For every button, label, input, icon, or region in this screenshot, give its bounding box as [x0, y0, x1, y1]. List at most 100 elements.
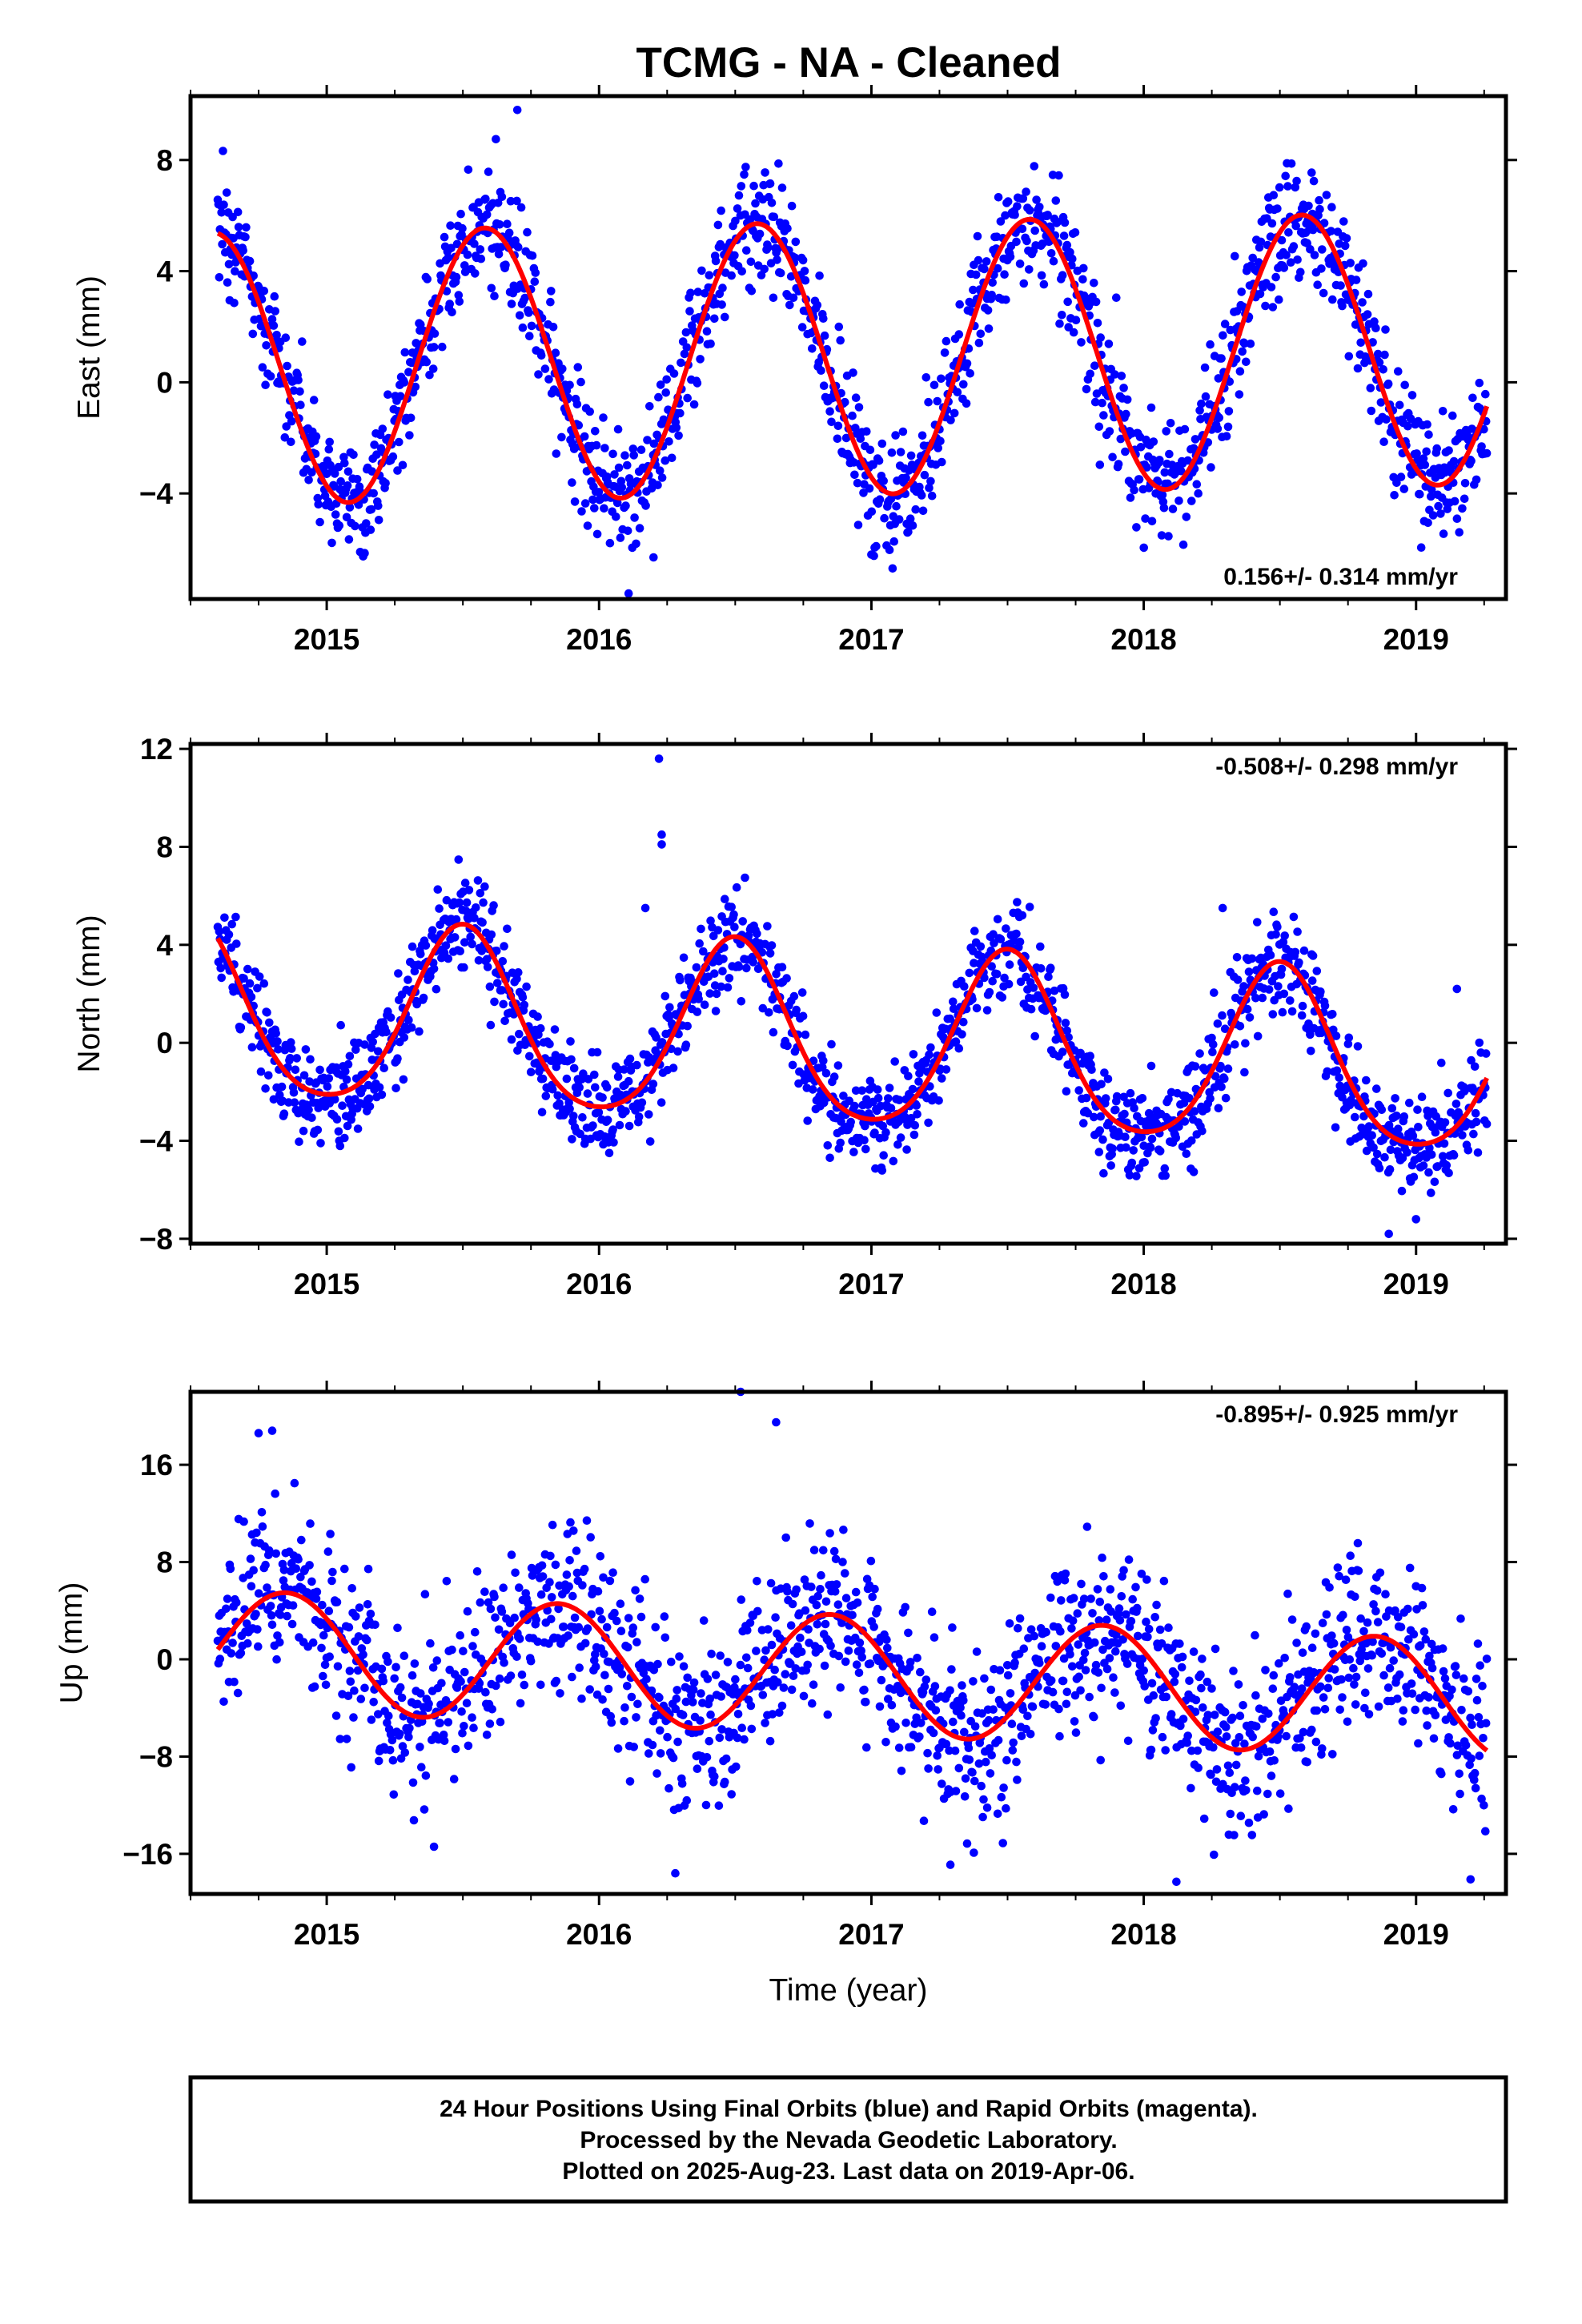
east-point-1032 [1039, 279, 1049, 289]
up-point-940 [977, 1781, 986, 1791]
east-point-870 [908, 521, 917, 530]
north-point-423 [545, 1039, 554, 1049]
north-point-1419 [1351, 1112, 1359, 1122]
north-point-896 [926, 1043, 935, 1052]
east-point-818 [865, 445, 875, 455]
north-point-1517 [1427, 1188, 1435, 1197]
east-point-1292 [1246, 340, 1255, 348]
north-point-91 [287, 1038, 295, 1047]
north-point-875 [910, 1120, 920, 1130]
up-point-609 [714, 1801, 724, 1810]
east-point-143 [327, 538, 336, 548]
up-point-561 [675, 1652, 684, 1661]
east-point-890 [924, 397, 933, 407]
up-point-390 [536, 1680, 545, 1690]
north-point-1167 [1146, 1143, 1155, 1152]
up-point-796 [862, 1574, 872, 1584]
north-point-1391 [1328, 1010, 1337, 1019]
east-point-86 [283, 361, 291, 371]
north-point-536 [634, 1112, 644, 1121]
up-point-146 [332, 1598, 342, 1606]
up-point-158 [342, 1735, 351, 1743]
north-point-1272 [1233, 975, 1243, 984]
up-point-1442 [1379, 1671, 1388, 1680]
up-point-1233 [1211, 1644, 1220, 1654]
east-point-353 [495, 220, 504, 229]
up-point-204 [379, 1676, 388, 1686]
east-point-197 [370, 440, 379, 449]
east-point-1343 [1286, 258, 1295, 267]
north-point-720 [788, 1060, 797, 1070]
north-point-36 [243, 964, 252, 974]
up-point-1525 [1446, 1739, 1455, 1748]
north-point-116 [307, 1113, 316, 1122]
east-point-1019 [1030, 162, 1039, 171]
up-point-542 [660, 1612, 669, 1621]
up-point-1179 [1166, 1710, 1176, 1719]
up-point-448 [583, 1624, 592, 1633]
up-point-1283 [1252, 1722, 1261, 1731]
up-point-1408 [1351, 1672, 1361, 1682]
up-point-836 [894, 1743, 904, 1752]
east-point-387 [523, 227, 532, 237]
up-point-739 [817, 1570, 825, 1580]
north-point-770 [829, 1072, 839, 1081]
up-point-288 [449, 1775, 459, 1783]
up-point-1101 [1106, 1607, 1115, 1616]
east-point-377 [514, 243, 523, 252]
up-point-1358 [1311, 1737, 1321, 1747]
east-point-380 [516, 203, 526, 212]
east-point-1204 [1174, 497, 1183, 505]
up-point-1450 [1385, 1663, 1395, 1673]
up-point-1067 [1079, 1594, 1089, 1603]
north-point-443 [562, 1074, 572, 1084]
up-point-546 [663, 1732, 672, 1742]
up-point-475 [605, 1576, 615, 1586]
up-point-330 [486, 1604, 496, 1614]
up-point-1461 [1395, 1670, 1404, 1679]
east-point-536 [641, 501, 650, 510]
up-point-1006 [1030, 1668, 1039, 1678]
north-point-426 [548, 1084, 557, 1094]
up-point-913 [956, 1703, 965, 1712]
east-point-1163 [1142, 463, 1151, 472]
up-point-659 [753, 1606, 762, 1616]
north-point-1145 [1130, 1104, 1138, 1113]
up-point-785 [854, 1668, 864, 1678]
up-point-480 [610, 1608, 619, 1618]
north-point-872 [908, 1084, 917, 1094]
north-outlier-point-1 [657, 830, 666, 839]
north-point-1465 [1386, 1145, 1395, 1155]
north-point-694 [765, 949, 775, 958]
up-point-862 [917, 1719, 926, 1727]
east-point-1073 [1070, 228, 1080, 237]
east-point-1056 [1058, 271, 1067, 280]
north-point-75 [274, 1045, 283, 1054]
up-point-1055 [1070, 1691, 1080, 1700]
up-point-943 [979, 1795, 988, 1804]
up-point-1230 [1209, 1743, 1218, 1752]
north-point-1336 [1286, 996, 1295, 1005]
up-point-1284 [1253, 1786, 1262, 1795]
up-point-145 [331, 1711, 341, 1720]
north-point-572 [665, 1003, 674, 1012]
north-point-1101 [1096, 1112, 1105, 1121]
up-point-786 [855, 1638, 865, 1647]
up-point-1448 [1383, 1683, 1393, 1692]
up-point-630 [731, 1675, 740, 1684]
east-point-911 [942, 336, 951, 346]
up-point-1436 [1374, 1702, 1383, 1711]
up-point-312 [471, 1627, 480, 1637]
east-point-1375 [1310, 251, 1319, 259]
up-point-595 [702, 1753, 712, 1762]
north-point-952 [972, 1003, 982, 1013]
east-point-1251 [1214, 374, 1223, 383]
north-point-240 [404, 1015, 413, 1024]
up-point-1389 [1338, 1693, 1347, 1702]
up-point-1569 [1482, 1655, 1492, 1663]
east-point-985 [1002, 296, 1010, 304]
up-point-1148 [1143, 1632, 1152, 1642]
east-point-844 [888, 564, 897, 573]
footer-line-1: 24 Hour Positions Using Final Orbits (bl… [440, 2096, 1258, 2122]
up-point-844 [901, 1719, 910, 1727]
